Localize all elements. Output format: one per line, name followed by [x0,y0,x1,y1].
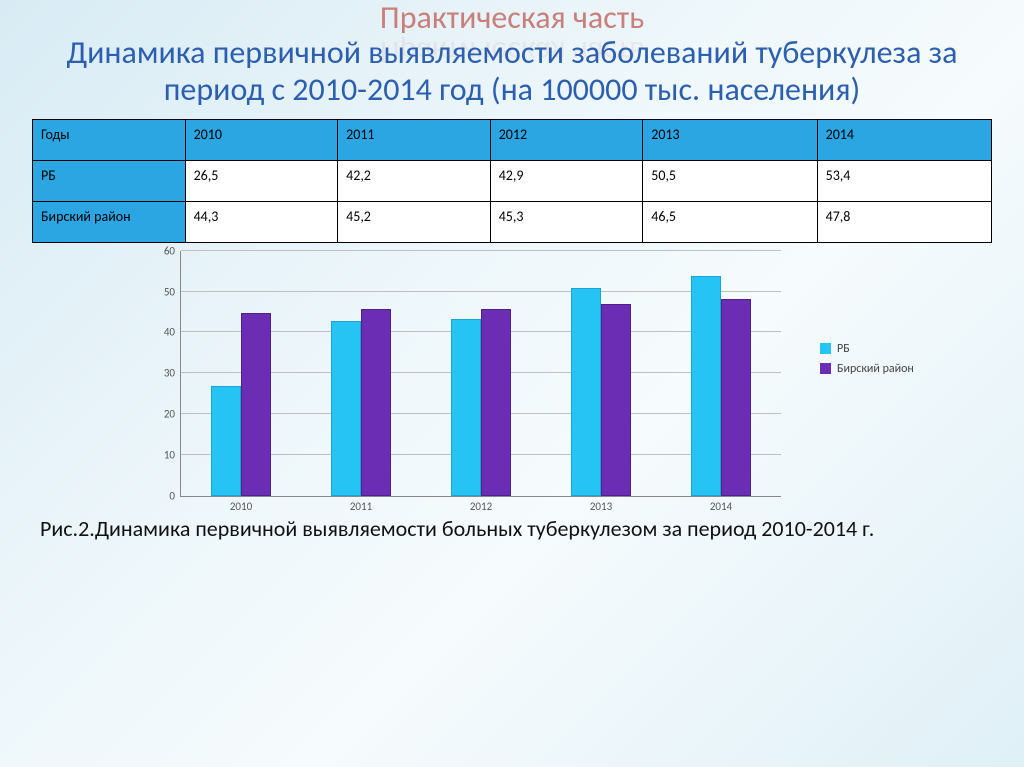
bar-group [331,309,391,496]
title-main: Практическая часть [380,0,644,35]
col-header: 2011 [338,119,491,160]
y-tick-label: 10 [164,448,181,461]
bar-series-b [481,309,511,496]
x-tick-label: 2013 [571,496,631,513]
bar-chart: 010203040506020102011201220132014 РБ Бир… [140,251,920,497]
bar-group [571,288,631,496]
legend-item: РБ [820,342,914,356]
legend-swatch-icon [820,363,831,374]
x-tick-label: 2014 [691,496,751,513]
title-sub: Динамика первичной выявляемости заболева… [20,35,1004,109]
y-tick-label: 20 [164,408,181,421]
bar-group [691,276,751,496]
table-cell: 50,5 [643,160,817,201]
legend-item: Бирский район [820,362,914,376]
legend-swatch-icon [820,343,831,354]
bar-series-a [331,321,361,495]
data-table: Годы 2010 2011 2012 2013 2014 РБ 26,5 42… [32,119,992,243]
table-header-row: Годы 2010 2011 2012 2013 2014 [33,119,992,160]
table-cell: 53,4 [817,160,991,201]
table-cell: 42,9 [490,160,643,201]
x-tick-label: 2010 [211,496,271,513]
bar-series-b [241,313,271,496]
bar-series-b [361,309,391,496]
col-header: 2012 [490,119,643,160]
table-cell: 47,8 [817,201,991,242]
table-row: РБ 26,5 42,2 42,9 50,5 53,4 [33,160,992,201]
y-tick-label: 0 [169,489,181,502]
table-cell: 44,3 [185,201,338,242]
chart-plot-area: 010203040506020102011201220132014 [180,251,781,497]
col-header: 2014 [817,119,991,160]
row-label: Бирский район [33,201,186,242]
legend-label: РБ [837,342,850,356]
row-label: РБ [33,160,186,201]
table-cell: 46,5 [643,201,817,242]
chart-legend: РБ Бирский район [820,336,914,382]
bar-series-a [691,276,721,496]
y-tick-label: 60 [164,244,181,257]
y-tick-label: 30 [164,367,181,380]
bar-group [211,313,271,496]
bar-group [451,309,511,496]
y-tick-label: 50 [164,285,181,298]
col-header: 2010 [185,119,338,160]
y-tick-label: 40 [164,326,181,339]
table-cell: 26,5 [185,160,338,201]
bar-series-a [211,386,241,496]
title-block: Практическая часть Практическая часть Ди… [20,0,1004,109]
col-header: 2013 [643,119,817,160]
slide: Практическая часть Практическая часть Ди… [0,0,1024,767]
chart-gridline [181,250,781,251]
figure-caption: Рис.2.Динамика первичной выявляемости бо… [40,515,1004,543]
bar-series-a [571,288,601,496]
table-cell: 45,3 [490,201,643,242]
table-cell: 42,2 [338,160,491,201]
bar-series-a [451,319,481,496]
x-tick-label: 2012 [451,496,511,513]
bar-series-b [721,299,751,496]
legend-label: Бирский район [837,362,914,376]
table-row: Бирский район 44,3 45,2 45,3 46,5 47,8 [33,201,992,242]
x-tick-label: 2011 [331,496,391,513]
bar-series-b [601,304,631,496]
table-cell: 45,2 [338,201,491,242]
col-header: Годы [33,119,186,160]
